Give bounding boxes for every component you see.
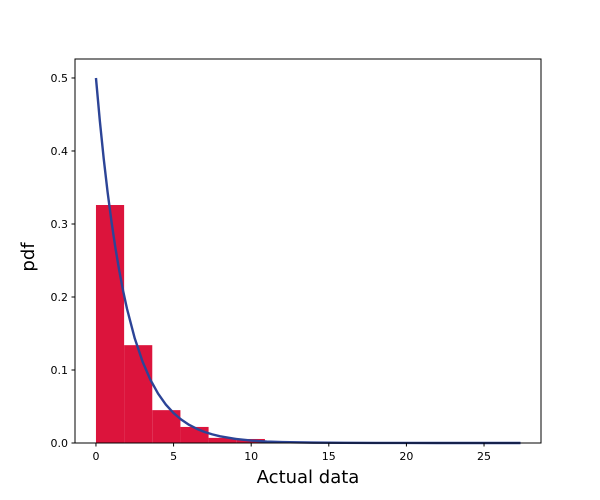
- x-tick-label: 5: [170, 450, 177, 463]
- y-tick-label: 0.1: [51, 364, 69, 377]
- y-tick-label: 0.3: [51, 218, 69, 231]
- x-tick-label: 25: [477, 450, 491, 463]
- histogram-bars: [95, 205, 265, 443]
- histogram-bar: [180, 426, 209, 443]
- x-tick-label: 0: [92, 450, 99, 463]
- histogram-bar: [208, 437, 237, 443]
- y-axis: 0.0 0.1 0.2 0.3 0.4 0.5: [51, 72, 75, 450]
- x-axis-title: Actual data: [256, 467, 360, 488]
- x-tick-label: 20: [399, 450, 413, 463]
- x-tick-label: 10: [244, 450, 258, 463]
- histogram-bar: [95, 205, 125, 443]
- y-tick-label: 0.5: [51, 72, 69, 85]
- x-tick-label: 15: [322, 450, 336, 463]
- histogram-bar: [124, 345, 153, 443]
- x-axis: 0 5 10 15 20 25: [92, 443, 491, 463]
- y-tick-label: 0.0: [51, 437, 69, 450]
- y-tick-label: 0.2: [51, 291, 69, 304]
- fit-curve: [94, 77, 521, 445]
- plot-border: [74, 58, 542, 444]
- y-tick-label: 0.4: [51, 145, 69, 158]
- y-axis-title: pdf: [18, 242, 39, 272]
